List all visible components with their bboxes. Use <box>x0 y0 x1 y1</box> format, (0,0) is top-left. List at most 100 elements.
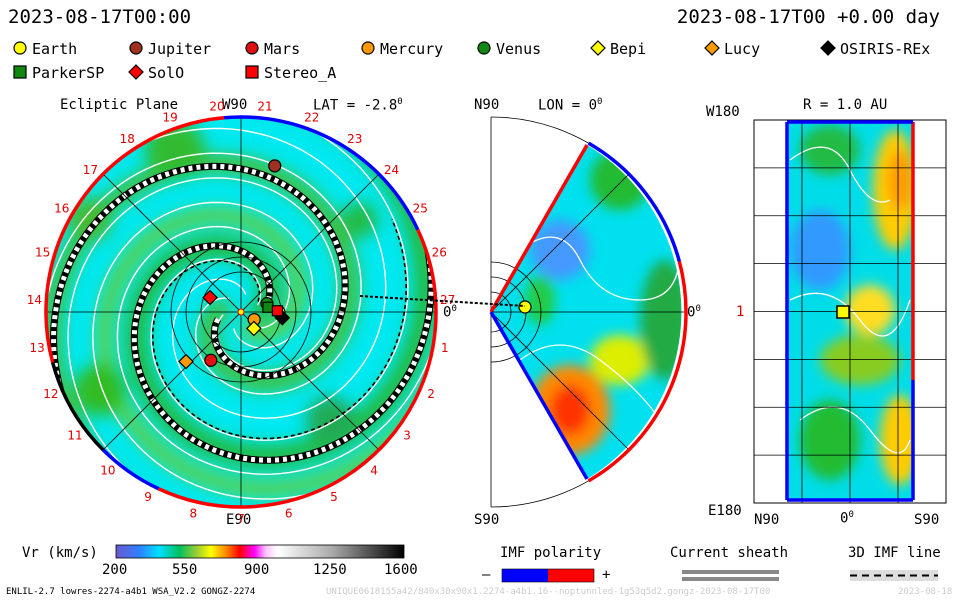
carrington-tick-label: 19 <box>163 110 178 124</box>
carrington-tick-label: 12 <box>43 387 58 401</box>
carrington-tick-label: 16 <box>54 202 69 216</box>
footer-corner: 2023-08-18 <box>898 587 953 597</box>
circle-marker-icon <box>245 41 259 55</box>
imf-negative-swatch <box>502 569 548 582</box>
imf-label: IMF polarity <box>500 545 602 561</box>
circle-marker-icon <box>129 41 143 55</box>
carrington-tick-label: 26 <box>432 246 447 260</box>
ecliptic-rim-segment <box>223 115 420 231</box>
sphere-x-label-s90: S90 <box>914 512 940 528</box>
legend-item-earth: Earth <box>12 40 77 58</box>
sphere-x-label-n90: N90 <box>754 512 780 528</box>
carrington-tick-label: 2 <box>427 387 435 401</box>
carrington-tick-label: 20 <box>209 99 224 113</box>
datetime-label: 2023-08-17T00:00 <box>8 6 192 28</box>
legend-item-stereo-a: Stereo_A <box>244 64 336 82</box>
diamond-marker-icon <box>128 64 144 80</box>
legend-item-jupiter: Jupiter <box>128 40 211 58</box>
meridional-rim-red <box>587 261 688 483</box>
sphere-mid-label: 1 <box>736 304 745 320</box>
body-lucy <box>178 353 194 370</box>
imf3d-swatch-bg <box>850 570 938 581</box>
carrington-tick-label: 27 <box>440 293 455 307</box>
carrington-tick-label: 24 <box>384 163 399 177</box>
ecliptic-title: Ecliptic Plane <box>60 97 179 113</box>
carrington-tick-label: 4 <box>370 464 378 478</box>
meridional-top-label: N90 <box>474 97 500 113</box>
carrington-tick-label: 1 <box>441 341 449 355</box>
longitude-label: LON = 00 <box>538 97 603 114</box>
legend-label: Bepi <box>610 40 647 58</box>
imf-positive-swatch <box>548 569 594 582</box>
carrington-tick-label: 3 <box>403 429 411 443</box>
carrington-tick-label: 10 <box>100 464 115 478</box>
legend-label: Lucy <box>724 40 761 58</box>
legend-label: Venus <box>496 40 542 58</box>
legend-label: Mercury <box>380 40 444 58</box>
carrington-tick-label: 7 <box>237 512 245 526</box>
legend-item-osiris-rex: OSIRIS-REx <box>820 40 930 58</box>
meridional-right-label: 00 <box>687 304 701 321</box>
sphere-earth-marker <box>836 305 850 319</box>
imf-minus-label: – <box>482 567 491 583</box>
diamond-marker-icon <box>704 40 720 56</box>
colorbar-tick-1250: 1250 <box>313 562 347 578</box>
sheath-swatch-top <box>682 570 779 574</box>
legend-item-bepi: Bepi <box>590 40 646 58</box>
diamond-marker-icon <box>590 40 606 56</box>
sheath-label: Current sheath <box>670 545 789 561</box>
sheath-swatch-bottom <box>682 577 779 581</box>
meridional-earth-marker <box>518 300 532 314</box>
carrington-tick-label: 5 <box>330 490 338 504</box>
sphere-top-label: W180 <box>706 104 740 120</box>
colorbar-tick-200: 200 <box>102 562 128 578</box>
ecliptic-rim-segment <box>157 311 438 509</box>
legend-label: Earth <box>32 40 78 58</box>
body-mars <box>204 353 218 367</box>
carrington-tick-label: 25 <box>413 202 428 216</box>
carrington-tick-label: 14 <box>27 293 42 307</box>
ecliptic-rim-segment <box>44 115 225 363</box>
carrington-tick-label: 9 <box>144 490 152 504</box>
circle-marker-icon <box>477 41 491 55</box>
diamond-marker-icon <box>820 40 836 56</box>
meridional-rim-blue <box>587 141 682 262</box>
meridional-edge-south <box>489 311 589 480</box>
body-solo <box>202 289 218 306</box>
carrington-tick-label: 22 <box>304 110 319 124</box>
carrington-tick-label: 6 <box>285 506 293 520</box>
legend-item-mars: Mars <box>244 40 300 58</box>
body-parkersp <box>262 301 274 313</box>
carrington-tick-label: 15 <box>35 246 50 260</box>
carrington-tick-label: 13 <box>30 341 45 355</box>
sphere-title: R = 1.0 AU <box>803 97 888 113</box>
legend-label: SolO <box>148 64 185 82</box>
colorbar-label: Vr (km/s) <box>22 545 98 561</box>
legend-item-parkersp: ParkerSP <box>12 64 104 82</box>
ecliptic-rim-segment <box>101 448 160 491</box>
footer-model: ENLIL-2.7 lowres-2274-a4b1 WSA_V2.2 GONG… <box>6 587 256 597</box>
meridional-bottom-label: S90 <box>474 512 500 528</box>
latitude-label: LAT = -2.80 <box>313 97 403 114</box>
relative-time-label: 2023-08-17T00 +0.00 day <box>676 6 940 28</box>
ecliptic-top-label: W90 <box>222 97 248 113</box>
colorbar <box>115 544 405 559</box>
legend-item-venus: Venus <box>476 40 541 58</box>
legend-item-mercury: Mercury <box>360 40 443 58</box>
legend-label: Mars <box>264 40 301 58</box>
ecliptic-right-label: 00 <box>443 304 457 321</box>
square-marker-icon <box>245 65 259 79</box>
carrington-tick-label: 18 <box>120 132 135 146</box>
legend-label: Stereo_A <box>264 64 337 82</box>
legend-label: Jupiter <box>148 40 212 58</box>
legend-label: OSIRIS-REx <box>840 40 931 58</box>
colorbar-tick-550: 550 <box>172 562 198 578</box>
legend-label: ParkerSP <box>32 64 105 82</box>
body-bepi <box>246 320 262 337</box>
circle-marker-icon <box>13 41 27 55</box>
imf-plus-label: + <box>602 567 611 583</box>
colorbar-tick-900: 900 <box>244 562 270 578</box>
ecliptic-bottom-label: E90 <box>226 512 252 528</box>
earth-connector-line <box>359 295 526 307</box>
